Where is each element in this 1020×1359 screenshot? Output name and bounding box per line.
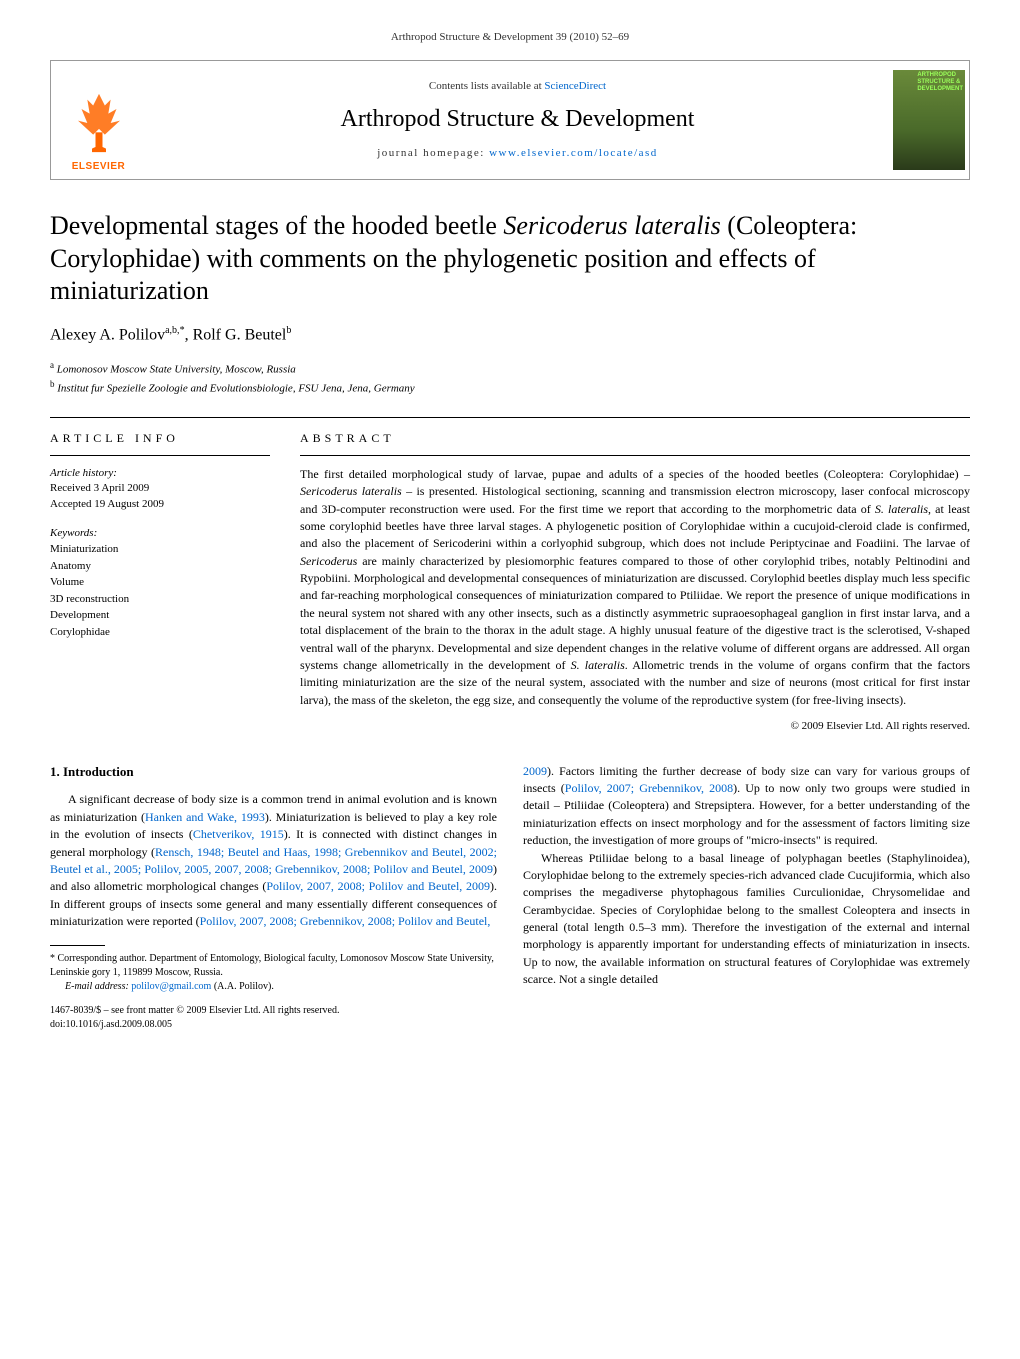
intro-paragraph-1-cont: 2009). Factors limiting the further decr… [523, 763, 970, 850]
author-2-sup: b [286, 325, 291, 336]
aff-b: Institut fur Spezielle Zoologie and Evol… [55, 382, 415, 394]
affiliations: a Lomonosov Moscow State University, Mos… [50, 359, 970, 397]
footer-meta: 1467-8039/$ – see front matter © 2009 El… [50, 1004, 497, 1032]
abstract-seg: are mainly characterized by plesiomorphi… [300, 554, 970, 672]
email-suffix: (A.A. Polilov). [211, 981, 274, 992]
abstract-seg: The first detailed morphological study o… [300, 467, 970, 481]
citation-link[interactable]: Polilov, 2007, 2008; Grebennikov, 2008; … [200, 914, 491, 928]
keyword: Volume [50, 574, 270, 591]
author-sep: , [185, 326, 193, 343]
citation-link[interactable]: Chetverikov, 1915 [193, 827, 284, 841]
keyword: Anatomy [50, 558, 270, 575]
article-title: Developmental stages of the hooded beetl… [50, 210, 970, 308]
journal-banner: ELSEVIER Contents lists available at Sci… [50, 60, 970, 180]
footnote-separator [50, 945, 105, 946]
journal-cover-thumb: ARTHROPOD STRUCTURE & DEVELOPMENT [889, 61, 969, 179]
abstract-species: Sericoderus lateralis [300, 484, 402, 498]
article-info-heading: ARTICLE INFO [50, 430, 270, 456]
keyword: 3D reconstruction [50, 591, 270, 608]
author-1-sup: a,b, [165, 325, 179, 336]
intro-paragraph-2: Whereas Ptiliidae belong to a basal line… [523, 850, 970, 989]
citation-link[interactable]: Hanken and Wake, 1993 [145, 810, 265, 824]
author-1: Alexey A. Polilov [50, 326, 165, 343]
title-species: Sericoderus lateralis [503, 211, 720, 240]
email-link[interactable]: polilov@gmail.com [131, 981, 211, 992]
banner-center: Contents lists available at ScienceDirec… [146, 61, 889, 179]
abstract-species: Sericoderus [300, 554, 357, 568]
title-pre: Developmental stages of the hooded beetl… [50, 211, 503, 240]
sd-prefix: Contents lists available at [429, 80, 544, 92]
abstract-heading: ABSTRACT [300, 430, 970, 456]
info-abstract-row: ARTICLE INFO Article history: Received 3… [50, 417, 970, 735]
publisher-name: ELSEVIER [72, 160, 125, 174]
keywords-label: Keywords: [50, 526, 270, 541]
publisher-logo: ELSEVIER [51, 61, 146, 179]
history-label: Article history: [50, 466, 270, 481]
abstract: ABSTRACT The first detailed morphologica… [300, 430, 970, 735]
abstract-species: S. lateralis [875, 502, 928, 516]
author-2: Rolf G. Beutel [193, 326, 287, 343]
elsevier-tree-icon [64, 88, 134, 158]
issn-line: 1467-8039/$ – see front matter © 2009 El… [50, 1004, 497, 1018]
section-heading: 1. Introduction [50, 763, 497, 782]
homepage-link[interactable]: www.elsevier.com/locate/asd [489, 147, 658, 159]
keyword: Corylophidae [50, 624, 270, 641]
footnotes: * Corresponding author. Department of En… [50, 952, 497, 994]
right-column: 2009). Factors limiting the further decr… [523, 763, 970, 1032]
hp-prefix: journal homepage: [377, 147, 489, 159]
left-column: 1. Introduction A significant decrease o… [50, 763, 497, 1032]
citation-link[interactable]: Polilov, 2007, 2008; Polilov and Beutel,… [266, 879, 490, 893]
abstract-text: The first detailed morphological study o… [300, 466, 970, 709]
sciencedirect-line: Contents lists available at ScienceDirec… [429, 79, 606, 94]
page-header-citation: Arthropod Structure & Development 39 (20… [50, 30, 970, 45]
article-info: ARTICLE INFO Article history: Received 3… [50, 430, 270, 735]
aff-a: Lomonosov Moscow State University, Mosco… [54, 363, 296, 375]
corresponding-author-note: * Corresponding author. Department of En… [50, 952, 497, 980]
cover-tag-2: STRUCTURE & [917, 79, 960, 85]
homepage-line: journal homepage: www.elsevier.com/locat… [377, 146, 658, 161]
copyright: © 2009 Elsevier Ltd. All rights reserved… [300, 719, 970, 734]
accepted-date: Accepted 19 August 2009 [50, 497, 270, 512]
email-label: E-mail address: [65, 981, 131, 992]
body-columns: 1. Introduction A significant decrease o… [50, 763, 970, 1032]
keyword: Development [50, 607, 270, 624]
received-date: Received 3 April 2009 [50, 481, 270, 496]
journal-name: Arthropod Structure & Development [341, 103, 695, 137]
abstract-species: S. lateralis [571, 658, 625, 672]
citation-link[interactable]: 2009 [523, 764, 547, 778]
sciencedirect-link[interactable]: ScienceDirect [544, 80, 606, 92]
keyword: Miniaturization [50, 541, 270, 558]
authors: Alexey A. Polilova,b,*, Rolf G. Beutelb [50, 324, 970, 347]
intro-paragraph-1: A significant decrease of body size is a… [50, 791, 497, 930]
doi-line: doi:10.1016/j.asd.2009.08.005 [50, 1018, 497, 1032]
cover-tag-1: ARTHROPOD [917, 72, 956, 78]
cover-tag-3: DEVELOPMENT [917, 86, 963, 92]
citation-link[interactable]: Polilov, 2007; Grebennikov, 2008 [565, 781, 733, 795]
